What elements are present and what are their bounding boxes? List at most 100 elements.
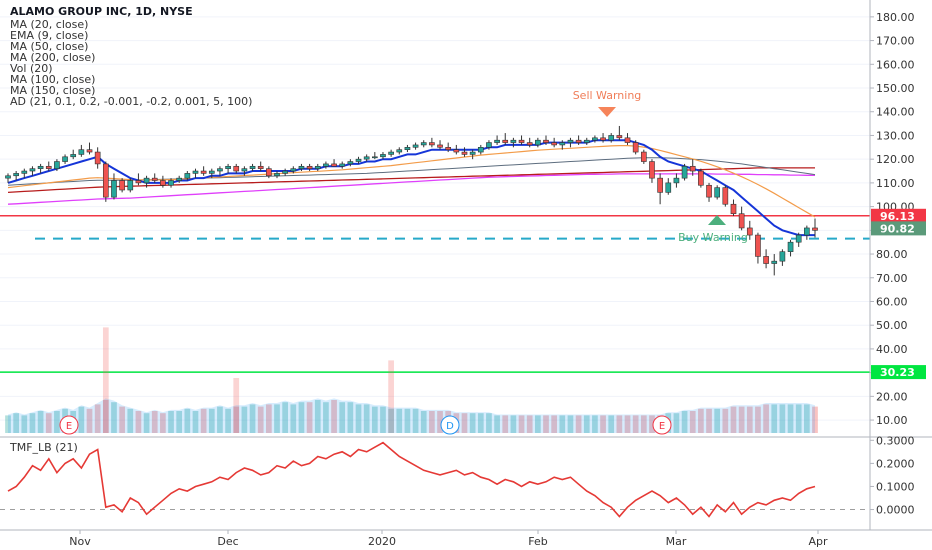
candle-body <box>192 170 199 174</box>
candle-body <box>233 165 240 172</box>
candle <box>160 175 166 188</box>
candle-body <box>225 165 231 169</box>
volume-bar <box>510 415 517 433</box>
volume-bar <box>803 404 810 433</box>
volume-bar <box>331 400 337 433</box>
candle <box>795 232 802 247</box>
moving-averages <box>7 139 816 237</box>
candle <box>119 178 125 193</box>
price-tick-label-7: 110.00 <box>876 177 915 190</box>
price-tick-label-11: 70.00 <box>876 272 908 285</box>
indicator-ma100: MA (100, close) <box>10 73 95 86</box>
candle-body <box>600 137 606 141</box>
candle-body <box>469 151 476 155</box>
candle <box>437 140 443 150</box>
candle <box>649 159 655 183</box>
candle-body <box>494 139 500 143</box>
volume-bar <box>29 413 36 433</box>
candle-body <box>314 165 321 169</box>
candle <box>730 199 737 217</box>
candle-body <box>722 187 729 205</box>
candle-body <box>298 165 305 169</box>
candle-body <box>624 137 631 143</box>
dividend-marker[interactable] <box>440 415 460 435</box>
candle <box>396 147 403 155</box>
candle <box>225 163 231 174</box>
volume-bar <box>249 404 256 433</box>
candle-body <box>738 213 745 229</box>
volume-bar <box>314 400 321 433</box>
candle-body <box>510 139 517 143</box>
candle <box>62 154 68 164</box>
volume-bar <box>559 415 566 433</box>
candle <box>559 140 566 150</box>
time-tick-label-2: 2020 <box>368 535 396 548</box>
volume-bar <box>323 402 329 433</box>
candle <box>771 254 778 276</box>
candle-body <box>290 168 297 172</box>
candle <box>551 137 557 148</box>
price-tick-label-5: 130.00 <box>876 129 915 142</box>
candle-body <box>518 139 525 143</box>
candle <box>461 147 468 157</box>
candle <box>518 135 525 145</box>
ma-150-line <box>7 167 815 194</box>
buy-warning-arrow-icon <box>708 215 726 225</box>
volume-bar <box>160 413 166 433</box>
time-tick-label-1: Dec <box>217 535 238 548</box>
volume-bar <box>37 411 44 433</box>
candle-body <box>331 163 337 167</box>
candle-body <box>363 156 370 160</box>
tmf-line <box>7 441 816 518</box>
volume-bar <box>54 411 60 433</box>
candle <box>5 173 11 183</box>
volume-bar <box>290 404 297 433</box>
candle <box>689 159 696 176</box>
candle <box>812 218 818 238</box>
candle <box>665 178 672 195</box>
volume-bar <box>706 408 712 433</box>
candle-body <box>706 184 712 198</box>
volume-bar <box>567 415 574 433</box>
volume-bar <box>722 408 729 433</box>
candle-body <box>698 170 704 186</box>
volume-bar <box>543 415 549 433</box>
candle-body <box>62 156 68 162</box>
earnings-marker-1-label: E <box>66 421 72 432</box>
candle-body <box>241 168 248 172</box>
indicator-ma50: MA (50, close) <box>10 40 88 53</box>
volume-bar <box>649 415 655 433</box>
earnings-marker-1[interactable] <box>59 415 79 435</box>
chart-title: ALAMO GROUP INC, 1D, NYSE <box>10 5 193 18</box>
tmf-indicator-pane <box>0 441 870 518</box>
candle-body <box>477 147 484 153</box>
candle <box>266 166 272 179</box>
tmf-axis[interactable]: 0.3000 0.2000 0.1000 0.0000 <box>870 434 915 517</box>
candle-body <box>45 165 52 169</box>
volume-bar <box>306 402 313 433</box>
candle-body <box>217 168 223 172</box>
candle-body <box>559 142 566 146</box>
price-tag-bg-1 <box>871 221 926 236</box>
candle-body <box>78 149 85 155</box>
candle-body <box>665 182 672 193</box>
candle <box>127 178 134 193</box>
earnings-marker-2[interactable] <box>652 415 672 435</box>
candle-body <box>306 165 313 169</box>
volume-bar <box>168 411 174 433</box>
candle-body <box>347 161 354 165</box>
volume-bar <box>282 402 289 433</box>
candle-body <box>445 147 452 150</box>
volume-bar <box>5 415 11 433</box>
time-axis[interactable]: Nov Dec 2020 Feb Mar Apr <box>69 530 828 548</box>
candle-body <box>282 170 288 174</box>
volume-bar <box>624 415 631 433</box>
indicator-ma20: MA (20, close) <box>10 18 88 31</box>
volume-bar <box>135 411 142 433</box>
candle-body <box>257 165 264 169</box>
candle-body <box>102 163 109 198</box>
candle-body <box>135 180 142 184</box>
candle <box>37 163 44 174</box>
candle-body <box>143 177 150 184</box>
